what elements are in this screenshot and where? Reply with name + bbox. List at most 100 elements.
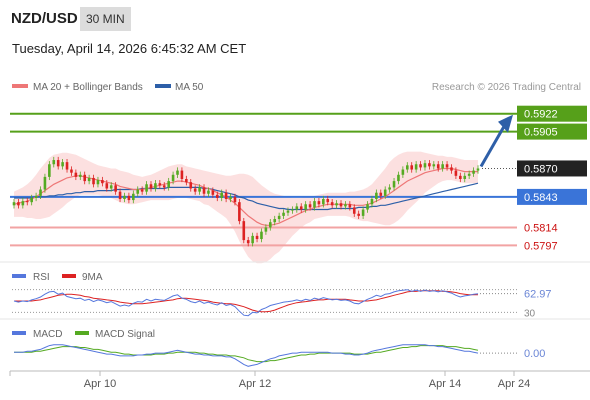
candle-body [361,209,365,216]
time-axis: Apr 10 Apr 12 Apr 14 Apr 24 [9,370,590,390]
candle-body [428,163,431,167]
candle-body [269,222,272,228]
candle-body [176,170,179,175]
rsi-legend: RSI 9MA [12,272,103,283]
candle-body [202,187,206,194]
support-label-1: 0.5814 [524,222,558,234]
candle-body [335,203,338,206]
macd-legend: MACD MACD Signal [12,329,155,340]
candle-body [450,167,453,171]
currency-pair-title: NZD/USD [11,10,78,27]
candle-body [410,165,414,170]
candle-body [17,202,20,206]
candle-body [154,183,157,189]
candle-body [436,164,440,169]
candle-body [52,160,56,165]
candle-body [56,160,60,167]
candle-body [34,195,38,198]
candle-body [180,170,184,179]
candle-body [25,201,29,203]
candle-body [96,180,100,185]
candle-body [185,179,188,183]
candle-body [162,185,166,188]
chart-header: NZD/USD 30 MIN [0,0,590,36]
bollinger-band [14,151,478,264]
last-price-box [517,160,587,177]
ma9-legend-swatch [62,274,76,278]
time-axis-tick-label: Apr 14 [429,378,461,390]
candle-body [295,206,299,210]
candle-body [242,221,246,241]
macd-signal-line [14,345,479,363]
candle-body [352,207,356,214]
candle-body [12,202,16,206]
chart-datetime: Tuesday, April 14, 2026 6:45:32 AM CET [12,41,247,56]
candle-body [158,183,162,186]
candle-body [132,193,135,201]
candle-body [171,174,175,182]
candle-body [21,201,25,206]
ma20-legend-label: MA 20 + Bollinger Bands [33,82,143,93]
candle-body [255,235,259,240]
candle-body [322,199,325,205]
main-price-panel: 0.5922 0.5905 0.5843 0.5814 0.5797 0.5870 [10,105,587,264]
candle-body [317,201,321,205]
rsi-panel: 30 62.97 [12,289,552,319]
candle-body [43,176,47,190]
candle-body [118,191,122,200]
rsi-line [13,289,479,317]
support-label-2: 0.5797 [524,240,558,252]
candle-body [70,169,73,173]
candle-body [229,196,232,200]
candle-body [246,240,250,244]
candle-body [74,172,78,177]
pivot-label-box [517,188,587,205]
candle-body [207,190,210,194]
candle-body [357,213,360,216]
candle-body [127,195,131,201]
candle-body [348,204,352,208]
candle-body [339,203,343,207]
macd-legend-swatch [12,331,26,335]
ma50-legend-swatch [155,84,171,88]
macd-last-value: 0.00 [524,348,545,360]
macd-panel: 0.00 [14,344,545,367]
candle-body [220,192,223,198]
candle-body [291,209,294,211]
candle-body [123,195,126,200]
candle-body [167,181,170,188]
candle-body [193,188,197,192]
candle-body [233,196,237,203]
time-axis-tick-label: Apr 12 [239,378,271,390]
candle-body [282,212,285,216]
timeframe-badge[interactable]: 30 MIN [80,7,131,31]
candle-body [101,180,104,184]
candle-body [330,202,334,206]
candle-body [467,173,471,176]
candle-body [224,192,228,200]
candle-body [105,183,109,189]
candle-body [370,199,374,205]
candle-body [145,184,148,192]
candle-body [30,197,33,203]
rsi-level-30-label: 30 [524,308,536,319]
resistance-label-2-box [517,123,587,140]
candle-body [238,202,241,222]
candle-body [379,192,383,196]
research-credit: Research © 2026 Trading Central [432,82,581,93]
ma20-legend-swatch [12,84,28,88]
candle-body [366,204,369,210]
macd-signal-legend-label: MACD Signal [95,329,155,340]
candle-body [78,174,82,177]
candle-body [419,164,422,168]
rsi-ma9-line [14,290,478,313]
candle-body [383,189,387,196]
candle-body [397,174,400,182]
rsi-last-value: 62.97 [524,289,552,301]
time-axis-tick-label: Apr 10 [84,378,116,390]
candle-body [344,204,347,207]
candle-body [423,163,427,168]
macd-legend-label: MACD [33,329,62,340]
candle-body [454,170,458,176]
